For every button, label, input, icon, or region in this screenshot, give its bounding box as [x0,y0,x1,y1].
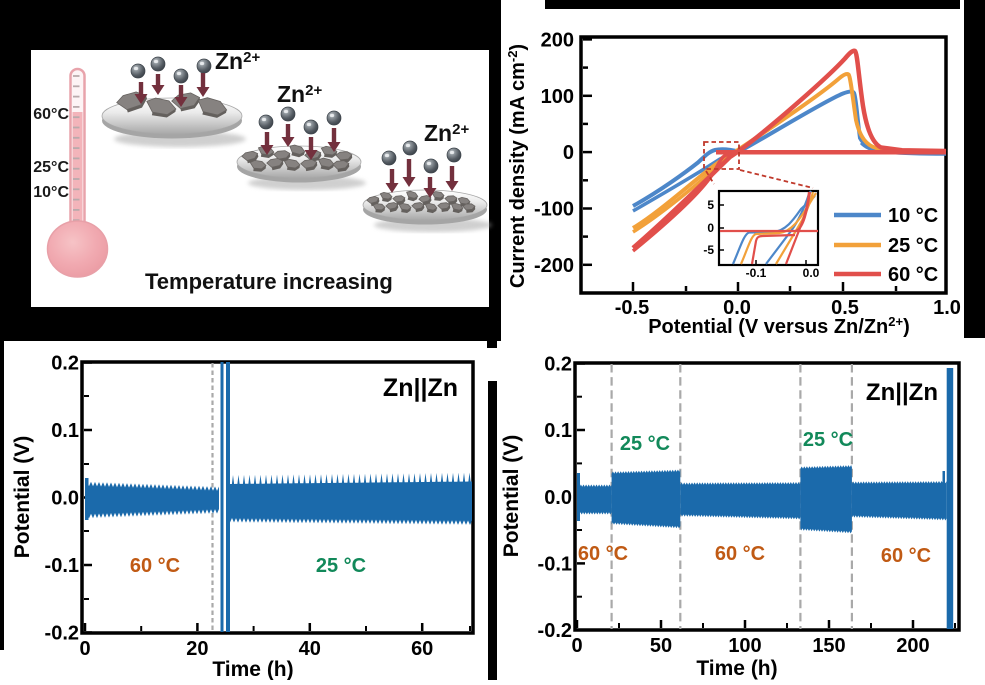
svg-text:25 °C: 25 °C [803,429,853,451]
svg-text:200: 200 [541,29,574,51]
svg-text:Zn||Zn: Zn||Zn [383,374,458,402]
svg-text:0.2: 0.2 [544,354,572,376]
svg-text:0.0: 0.0 [803,266,820,280]
svg-text:60°C: 60°C [33,106,69,123]
svg-text:10 °C: 10 °C [888,205,938,227]
svg-text:200: 200 [896,635,929,657]
svg-text:-0.2: -0.2 [538,620,572,642]
svg-text:20: 20 [186,638,208,660]
svg-text:40: 40 [299,638,321,660]
svg-text:60 °C: 60 °C [578,543,628,565]
svg-text:60 °C: 60 °C [881,545,931,567]
svg-text:5: 5 [707,198,714,212]
svg-text:-0.5: -0.5 [615,297,649,319]
svg-text:25 °C: 25 °C [888,235,938,257]
svg-text:-100: -100 [534,199,574,221]
svg-text:0.1: 0.1 [544,420,572,442]
svg-text:60 °C: 60 °C [888,264,938,286]
svg-text:-0.1: -0.1 [746,266,767,280]
svg-text:25 °C: 25 °C [316,555,366,577]
svg-text:-200: -200 [534,255,574,277]
svg-text:Zn2+: Zn2+ [215,48,260,74]
svg-text:1.0: 1.0 [933,297,961,319]
svg-text:0.0: 0.0 [51,488,79,510]
svg-text:-5: -5 [703,243,714,257]
svg-text:0.0: 0.0 [723,297,751,319]
svg-text:0: 0 [571,635,582,657]
svg-text:100: 100 [728,635,761,657]
svg-text:25 °C: 25 °C [620,433,670,455]
svg-text:Current density (mA cm-2): Current density (mA cm-2) [505,44,529,288]
svg-text:50: 50 [650,635,672,657]
svg-text:Potential (V): Potential (V) [11,436,34,559]
svg-text:100: 100 [541,86,574,108]
svg-text:Temperature increasing: Temperature increasing [145,269,393,294]
svg-text:150: 150 [812,635,845,657]
svg-text:10°C: 10°C [33,184,69,201]
svg-text:0: 0 [563,142,574,164]
svg-text:-0.2: -0.2 [45,623,79,645]
svg-text:60: 60 [411,638,433,660]
svg-text:0: 0 [707,221,714,235]
svg-text:Zn||Zn: Zn||Zn [866,379,938,406]
svg-text:Time (h): Time (h) [696,657,777,680]
svg-text:-0.1: -0.1 [45,555,79,577]
svg-text:-0.1: -0.1 [538,553,572,575]
svg-text:Time (h): Time (h) [212,658,293,680]
svg-text:0.5: 0.5 [831,297,859,319]
svg-text:0.2: 0.2 [51,353,79,375]
svg-text:0.1: 0.1 [51,420,79,442]
svg-text:0.0: 0.0 [544,487,572,509]
svg-text:60 °C: 60 °C [130,555,180,577]
svg-text:0: 0 [79,638,90,660]
svg-text:60 °C: 60 °C [715,543,765,565]
svg-text:25°C: 25°C [33,159,69,176]
svg-text:Potential (V): Potential (V) [500,435,523,558]
svg-text:Zn2+: Zn2+ [277,81,322,107]
svg-text:Potential (V versus Zn/Zn2+): Potential (V versus Zn/Zn2+) [648,314,910,338]
